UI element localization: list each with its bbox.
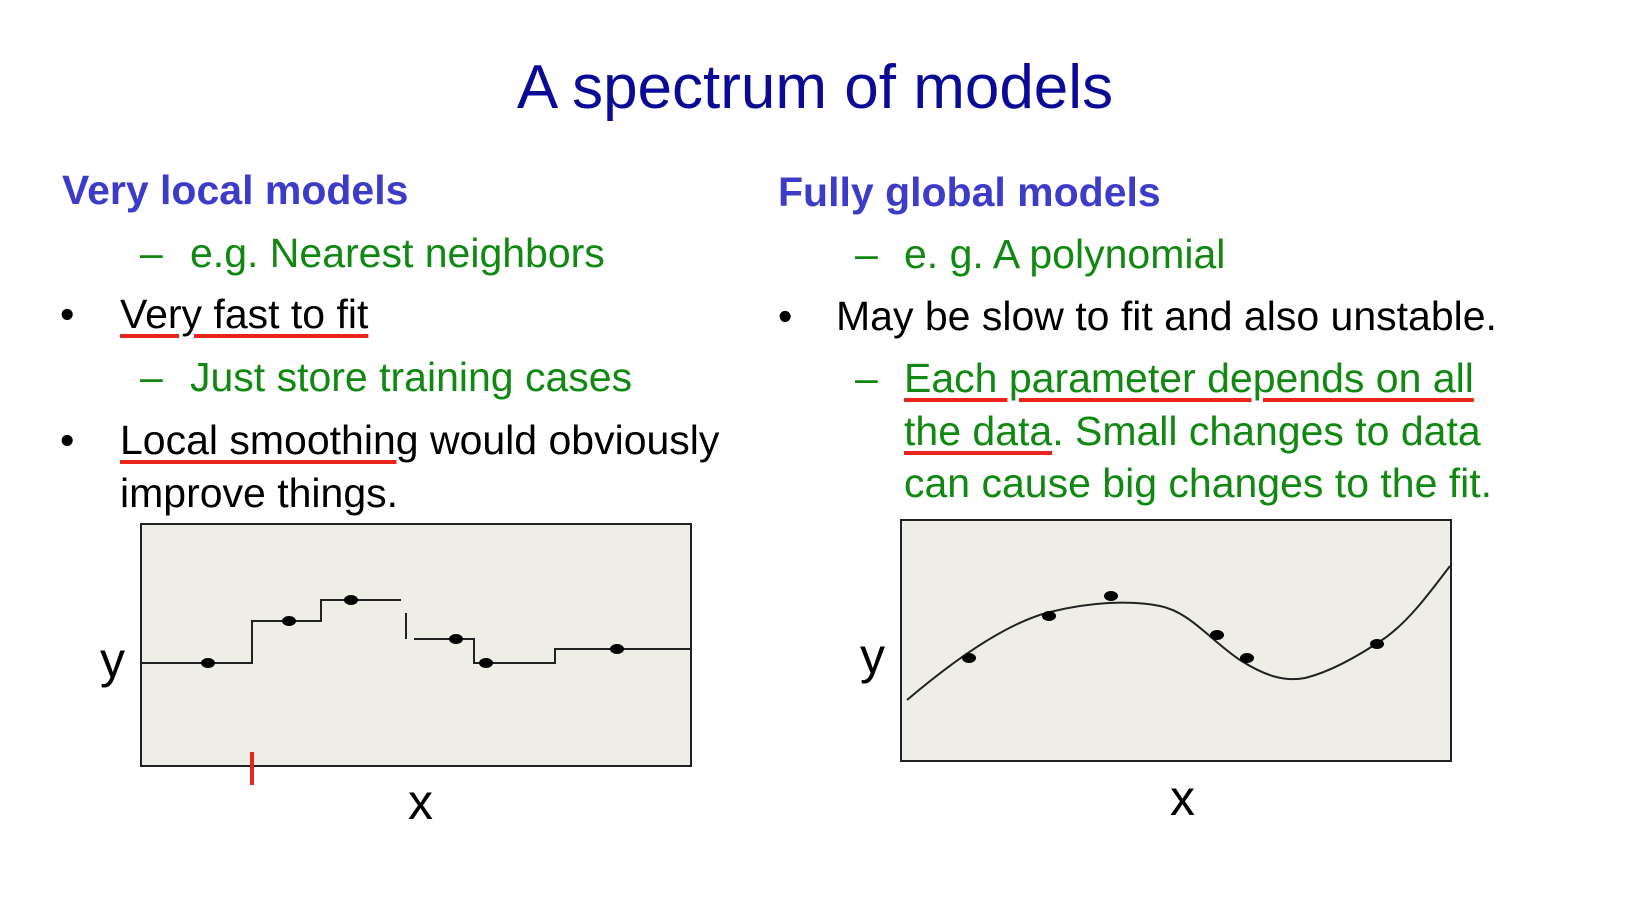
data-point [1370,639,1384,649]
left-plot-panel [140,523,692,767]
data-point [449,634,463,644]
dash-symbol: – [855,355,878,401]
right-bullet-slow: May be slow to fit and also unstable. [836,293,1497,339]
data-point [1042,611,1056,621]
right-y-label: y [860,628,885,684]
left-sub-store-cases: Just store training cases [190,354,633,400]
data-point [1210,630,1224,640]
dash-symbol: – [140,230,163,276]
dash-symbol: – [855,231,878,277]
right-heading: Fully global models [778,169,1161,215]
data-point [1104,591,1118,601]
data-point [282,616,296,626]
left-example: e.g. Nearest neighbors [190,230,605,276]
right-example: e. g. A polynomial [904,231,1226,277]
bullet-symbol: • [60,291,75,337]
data-point [344,595,358,605]
right-data-points [962,591,1384,663]
data-point [962,653,976,663]
left-x-label: x [408,774,433,830]
left-bullet-smoothing: Local smoothing would obviously [120,413,719,467]
right-sub-line3: can cause big changes to the fit. [904,460,1493,506]
right-plot-panel [900,519,1452,762]
right-sub-rest-2: . Small changes to data [1052,408,1481,454]
left-bullet-fast-fit-text: Very fast to fit [120,291,369,337]
dash-symbol: – [140,354,163,400]
left-bullet-smoothing-rest: would obviously [418,417,720,463]
right-polynomial-fit [906,565,1451,701]
left-heading: Very local models [62,167,409,213]
right-sub-underlined-2: the data [904,408,1053,454]
left-bullet-smoothing-underlined: Local smoothing [120,417,419,463]
data-point [1240,653,1254,663]
bullet-symbol: • [60,417,75,463]
bullet-symbol: • [778,293,793,339]
right-sub-line2: the data. Small changes to data [904,404,1481,458]
data-point [610,644,624,654]
left-bullet-fast-fit: Very fast to fit [120,287,368,341]
data-point [479,658,493,668]
left-y-label: y [100,632,125,688]
right-sub-line1: Each parameter depends on all [904,351,1474,405]
left-data-points [201,595,624,668]
left-bullet-smoothing-line2: improve things. [120,470,399,516]
right-sub-underlined-1: Each parameter depends on all [904,355,1474,401]
slide-title: A spectrum of models [516,53,1114,122]
data-point [201,658,215,668]
right-x-label: x [1170,770,1195,826]
